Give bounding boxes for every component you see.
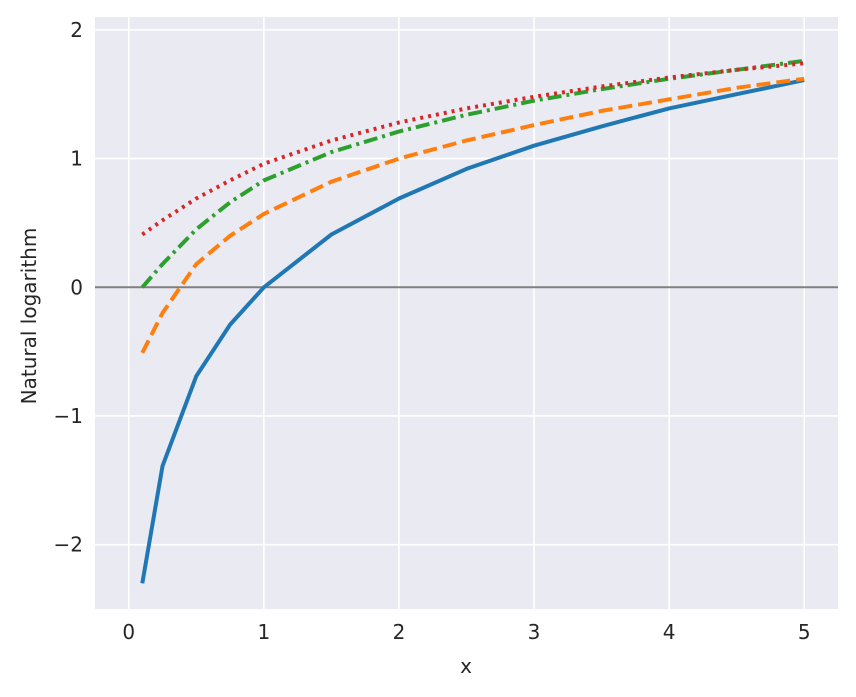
x-tick-label: 3	[528, 620, 541, 644]
x-tick-label: 1	[257, 620, 270, 644]
series-line-1	[140, 78, 805, 584]
x-tick-label: 0	[122, 620, 135, 644]
plot-area	[95, 17, 838, 609]
y-tick-label: 0	[70, 275, 83, 299]
y-tick-label: −2	[54, 533, 83, 557]
y-tick-labels: −2 −1 0 1 2	[54, 18, 83, 557]
series-group	[140, 58, 805, 584]
y-tick-label: −1	[54, 404, 83, 428]
series-line-3	[140, 58, 805, 289]
x-tick-label: 5	[798, 620, 811, 644]
x-tick-label: 4	[663, 620, 676, 644]
series-line-4	[141, 61, 805, 237]
y-axis-label: Natural logarithm	[17, 228, 41, 405]
y-tick-label: 2	[70, 18, 83, 42]
x-tick-label: 2	[393, 620, 406, 644]
y-tick-label: 1	[70, 147, 83, 171]
series-line-2	[140, 76, 805, 354]
x-axis-label: x	[460, 654, 472, 678]
x-tick-labels: 0 1 2 3 4 5	[122, 620, 810, 644]
